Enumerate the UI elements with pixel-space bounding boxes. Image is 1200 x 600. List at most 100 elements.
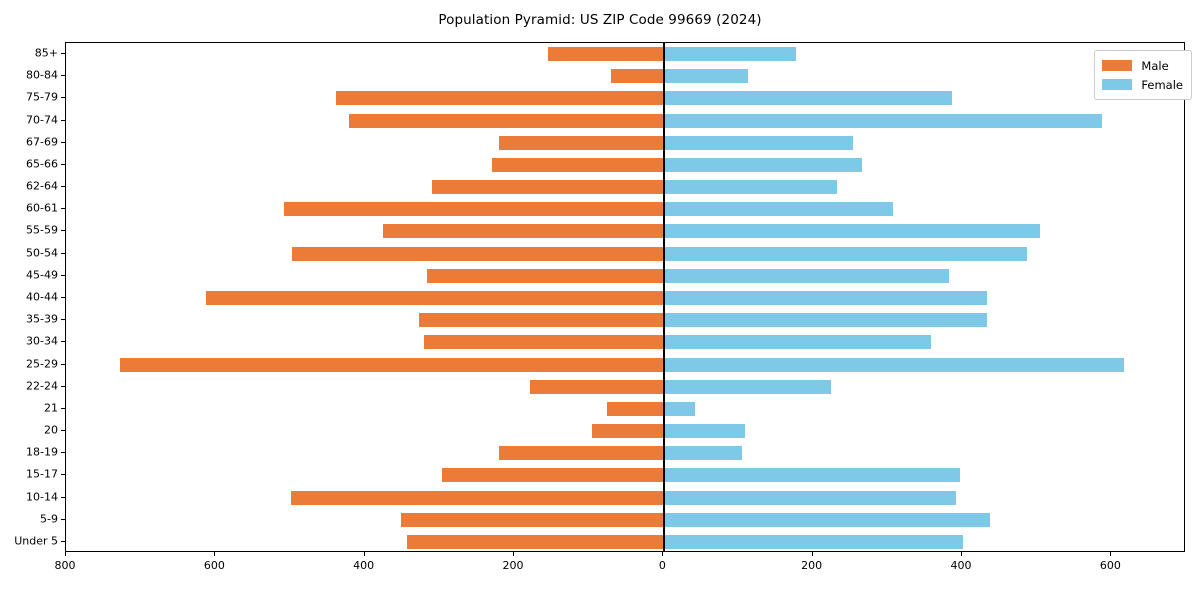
x-axis-tick-label: 600 xyxy=(1099,559,1121,572)
x-axis-tick-mark xyxy=(65,552,66,556)
legend-swatch xyxy=(1102,79,1133,90)
bar-male xyxy=(348,113,664,128)
bar-female xyxy=(663,401,695,416)
y-axis-tick-mark xyxy=(61,518,65,520)
y-axis-tick-mark xyxy=(61,252,65,254)
bar-male xyxy=(336,91,664,106)
y-axis-tick-label: 62-64 xyxy=(26,179,58,193)
bar-female xyxy=(663,335,931,350)
legend-item: Female xyxy=(1102,75,1183,94)
y-axis-tick-mark xyxy=(61,163,65,165)
bar-female xyxy=(663,357,1125,372)
y-axis-ticks xyxy=(0,42,65,552)
y-axis-tick-mark xyxy=(61,208,65,210)
y-axis-tick-label: 20 xyxy=(44,423,58,437)
x-axis-tick-mark xyxy=(961,552,962,556)
bar-female xyxy=(663,424,746,439)
bar-female xyxy=(663,534,963,549)
bar-female xyxy=(663,490,957,505)
y-axis-tick-label: 40-44 xyxy=(26,290,58,304)
bar-female xyxy=(663,246,1027,261)
bar-male xyxy=(205,291,664,305)
y-axis-tick-label: 15-17 xyxy=(26,467,58,481)
y-axis-tick-mark xyxy=(61,186,65,188)
x-axis-tick-mark xyxy=(363,552,365,556)
bar-male xyxy=(491,157,664,172)
bar-female xyxy=(663,47,797,62)
bar-male xyxy=(407,534,664,549)
bar-female xyxy=(663,202,894,217)
y-axis-tick-label: 5-9 xyxy=(40,512,58,526)
x-axis-tick-mark xyxy=(513,552,514,556)
x-axis-tick-label: 800 xyxy=(54,559,76,572)
bar-female xyxy=(663,313,987,328)
legend-item: Male xyxy=(1102,56,1183,75)
bar-male xyxy=(119,357,664,372)
bar-female xyxy=(663,446,743,461)
bars-layer xyxy=(66,43,1184,551)
y-axis-tick-label: 22-24 xyxy=(26,379,58,393)
y-axis-tick-label: Under 5 xyxy=(14,534,58,548)
y-axis-tick-mark xyxy=(61,230,65,232)
y-axis-tick-label: 70-74 xyxy=(26,113,58,127)
y-axis-tick-mark xyxy=(61,75,65,77)
y-axis-tick-label: 35-39 xyxy=(26,312,58,326)
bar-female xyxy=(663,157,862,172)
y-axis-tick-mark xyxy=(61,97,65,99)
x-axis-tick-label: 400 xyxy=(950,559,972,572)
bar-male xyxy=(427,268,664,283)
bar-female xyxy=(663,69,749,84)
bar-female xyxy=(663,468,960,483)
bar-male xyxy=(290,490,664,505)
bar-male xyxy=(611,69,664,84)
x-axis-tick-label: 400 xyxy=(353,559,375,572)
bar-male xyxy=(529,379,664,394)
y-axis-tick-label: 50-54 xyxy=(26,246,58,260)
y-axis-tick-label: 75-79 xyxy=(26,90,58,104)
x-axis-tick-mark xyxy=(1110,552,1112,556)
bar-male xyxy=(499,135,664,150)
y-axis-tick-mark xyxy=(61,274,65,276)
bar-male xyxy=(499,446,664,461)
x-axis-tick-label: 200 xyxy=(801,559,823,572)
chart-legend: Male Female xyxy=(1094,50,1192,100)
y-axis-tick-label: 65-66 xyxy=(26,157,58,171)
bar-female xyxy=(663,91,952,106)
bar-male xyxy=(419,313,664,328)
bar-male xyxy=(606,401,664,416)
y-axis-tick-mark xyxy=(61,319,65,321)
zero-axis-line xyxy=(663,43,665,551)
legend-swatch xyxy=(1102,60,1133,71)
legend-label: Male xyxy=(1141,58,1169,73)
x-axis-tick-label: 600 xyxy=(203,559,225,572)
y-axis-tick-label: 30-34 xyxy=(26,334,58,348)
y-axis-tick-mark xyxy=(61,363,65,365)
y-axis-tick-label: 45-49 xyxy=(26,268,58,282)
y-axis-tick-label: 60-61 xyxy=(26,201,58,215)
y-axis-tick-mark xyxy=(61,496,65,498)
y-axis-tick-mark xyxy=(61,341,65,343)
bar-male xyxy=(592,424,664,439)
bar-male xyxy=(284,202,664,217)
x-axis-tick-label: 0 xyxy=(658,559,666,572)
y-axis-tick-mark xyxy=(61,141,65,143)
x-axis-tick-mark xyxy=(811,552,813,556)
bar-female xyxy=(663,268,949,283)
bar-female xyxy=(663,379,831,394)
bar-male xyxy=(547,47,664,62)
bar-female xyxy=(663,135,853,150)
y-axis-tick-label: 25-29 xyxy=(26,357,58,371)
y-axis-tick-label: 67-69 xyxy=(26,135,58,149)
x-axis-tick-label: 200 xyxy=(502,559,524,572)
y-axis-tick-label: 10-14 xyxy=(26,490,58,504)
y-axis-tick-mark xyxy=(61,540,65,542)
chart-title: Population Pyramid: US ZIP Code 99669 (2… xyxy=(438,12,762,28)
bar-male xyxy=(400,512,664,527)
bar-female xyxy=(663,291,988,305)
bar-male xyxy=(442,468,664,483)
bar-male xyxy=(292,246,664,261)
y-axis-tick-label: 85+ xyxy=(34,46,58,60)
bar-female xyxy=(663,224,1040,239)
y-axis-tick-mark xyxy=(61,474,65,476)
